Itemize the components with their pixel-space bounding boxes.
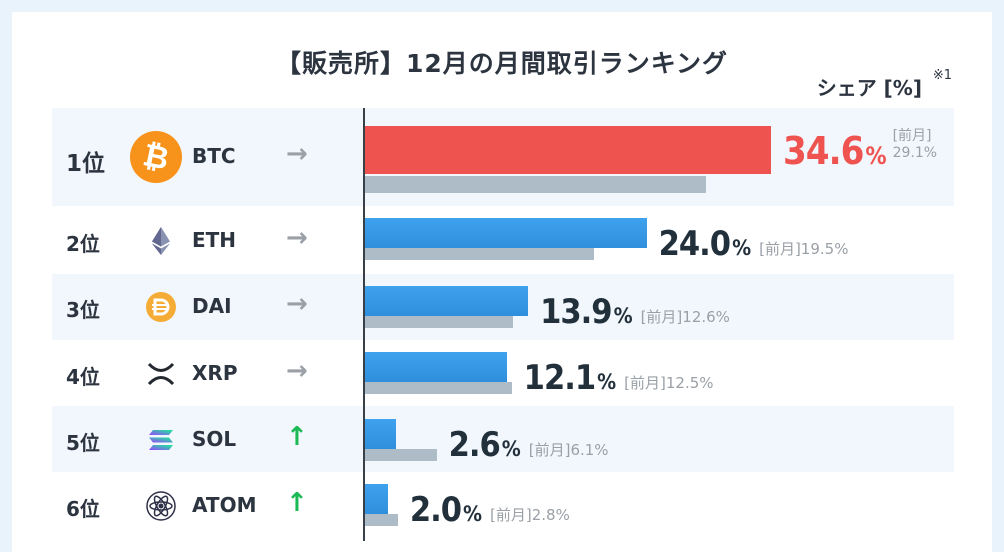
value-label: 2.6% (448, 425, 521, 465)
coin-symbol: SOL (192, 427, 237, 451)
bar-current-btc (365, 126, 771, 174)
bar-previous-eth (365, 248, 594, 260)
arrow-right-icon: → (286, 289, 308, 319)
rank-label: 5位 (66, 431, 100, 455)
coin-symbol: DAI (192, 294, 232, 318)
previous-month-label: [前月]6.1% (528, 441, 609, 459)
bar-current-dai (365, 286, 529, 316)
previous-month-label: [前月]12.6% (640, 308, 730, 326)
ranking-row-eth: 2位 ETH → (52, 208, 954, 274)
arrow-right-icon: → (286, 356, 308, 386)
bar-current-xrp (365, 352, 507, 382)
bar-previous-atom (365, 514, 398, 526)
arrow-right-icon: → (286, 223, 308, 253)
share-axis-label: シェア [%] (816, 76, 922, 100)
rank-label: 2位 (66, 232, 100, 256)
value-label: 13.9% (540, 292, 633, 332)
bar-axis-line (363, 108, 365, 541)
rank-label: 1位 (66, 151, 106, 177)
bar-current-atom (365, 484, 389, 514)
previous-month-label: [前月]12.5% (624, 374, 714, 392)
cosmos-icon (146, 491, 176, 521)
value-label: 24.0% (658, 224, 752, 264)
bar-previous-sol (365, 449, 437, 461)
arrow-up-icon: ↑ (286, 488, 308, 518)
ethereum-icon (146, 226, 176, 256)
value-label: 12.1% (523, 358, 617, 398)
bar-current-sol (365, 419, 396, 449)
arrow-right-icon: → (286, 139, 308, 169)
xrp-icon (146, 359, 176, 389)
ranking-row-sol: 5位 SOL ↑ (52, 406, 954, 472)
ranking-row-xrp: 4位 XRP → (52, 340, 954, 406)
arrow-up-icon: ↑ (286, 422, 308, 452)
share-footnote-mark: ※1 (932, 68, 952, 83)
previous-month-label: [前月]19.5% (759, 240, 849, 258)
rank-label: 4位 (66, 365, 100, 389)
value-label: 2.0% (409, 490, 483, 530)
previous-month-label: [前月] 29.1% (892, 128, 938, 161)
coin-symbol: ATOM (192, 493, 257, 517)
bar-previous-xrp (365, 382, 512, 394)
bar-previous-dai (365, 316, 513, 328)
bar-current-eth (365, 218, 647, 248)
bitcoin-icon: ₿ (130, 131, 182, 183)
ranking-row-atom: 6位 ATOM ↑ (52, 472, 954, 541)
solana-icon (146, 425, 176, 455)
coin-symbol: BTC (192, 144, 236, 168)
previous-month-label: [前月]2.8% (490, 506, 570, 524)
bar-previous-btc (365, 176, 707, 193)
rank-label: 6位 (66, 497, 100, 521)
coin-symbol: ETH (192, 228, 237, 252)
value-label: 34.6% (783, 129, 887, 173)
chart-title: 【販売所】12月の月間取引ランキング (275, 49, 729, 78)
coin-symbol: XRP (192, 361, 238, 385)
dai-icon (146, 292, 176, 322)
rank-label: 3位 (66, 298, 100, 322)
